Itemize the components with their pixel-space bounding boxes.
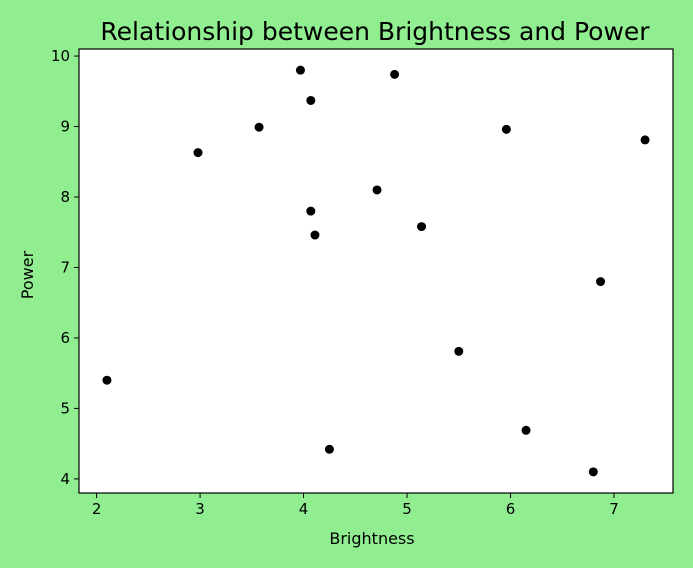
chart-title: Relationship between Brightness and Powe… bbox=[100, 17, 650, 46]
plot-frame bbox=[78, 48, 674, 494]
data-point bbox=[102, 375, 112, 385]
data-point bbox=[306, 206, 316, 216]
y-tick-label: 4 bbox=[60, 470, 70, 488]
data-point bbox=[640, 135, 650, 145]
data-point bbox=[310, 230, 320, 240]
data-point bbox=[295, 65, 305, 75]
y-tick-label: 9 bbox=[60, 118, 70, 136]
y-axis-label: Power bbox=[18, 250, 37, 299]
x-tick-label: 7 bbox=[609, 500, 619, 518]
data-point bbox=[324, 444, 334, 454]
y-tick-label: 5 bbox=[60, 399, 70, 417]
data-point bbox=[596, 277, 606, 287]
data-point bbox=[390, 69, 400, 79]
data-point bbox=[372, 185, 382, 195]
data-point bbox=[588, 467, 598, 477]
data-point bbox=[521, 425, 531, 435]
x-tick-label: 5 bbox=[402, 500, 412, 518]
y-tick-label: 10 bbox=[51, 47, 70, 65]
data-point bbox=[501, 124, 511, 134]
y-tick-label: 6 bbox=[60, 329, 70, 347]
plot-area bbox=[79, 49, 673, 493]
data-point bbox=[454, 346, 464, 356]
data-points bbox=[102, 65, 650, 477]
y-tick-label: 8 bbox=[60, 188, 70, 206]
x-axis-ticks: 2 3 4 5 6 7 bbox=[92, 493, 619, 518]
data-point bbox=[254, 122, 264, 132]
x-tick-label: 2 bbox=[92, 500, 102, 518]
data-point bbox=[417, 222, 427, 232]
y-axis-ticks: 4 5 6 7 8 9 10 bbox=[51, 47, 79, 488]
x-axis-label: Brightness bbox=[329, 529, 414, 548]
x-tick-label: 4 bbox=[299, 500, 309, 518]
y-tick-label: 7 bbox=[60, 258, 70, 276]
x-tick-label: 6 bbox=[506, 500, 516, 518]
data-point bbox=[193, 148, 203, 158]
x-tick-label: 3 bbox=[195, 500, 205, 518]
data-point bbox=[306, 95, 316, 105]
